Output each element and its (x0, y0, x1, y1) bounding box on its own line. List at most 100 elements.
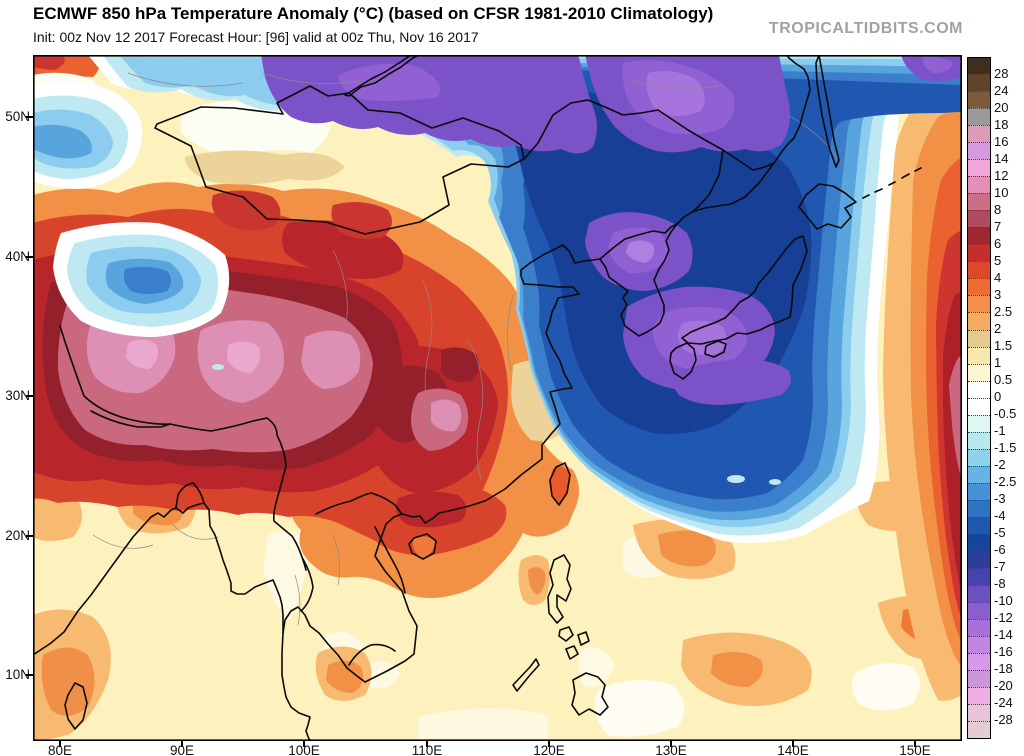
province-borders (92, 72, 844, 626)
mindanao-coast (571, 672, 609, 716)
lon-axis-label: 80E (47, 743, 73, 756)
colorbar-segment (968, 465, 990, 483)
lon-axis-tick (426, 741, 428, 747)
colorbar-tick-label: -2.5 (994, 474, 1017, 489)
visayas-coast (558, 626, 590, 660)
lon-axis-label: 150E (899, 743, 931, 756)
colorbar-segment (968, 636, 990, 654)
colorbar-segment (968, 227, 990, 245)
colorbar-segment (968, 91, 990, 109)
colorbar-segment (968, 704, 990, 722)
anomaly-map-canvas (33, 55, 962, 741)
colorbar-segment (968, 516, 990, 534)
korea-china-border (599, 223, 678, 260)
colorbar-segment (968, 619, 990, 637)
colorbar-tick-label: 16 (994, 134, 1009, 149)
lat-axis-label: 10N (5, 667, 30, 682)
lat-axis-label: 20N (5, 527, 30, 543)
page-title: ECMWF 850 hPa Temperature Anomaly (°C) (… (33, 4, 714, 23)
china-vietnam-border (315, 492, 403, 515)
colorbar-tick-label: 6 (994, 236, 1002, 251)
colorbar-tick-label: -24 (994, 695, 1013, 710)
colorbar-tick-label: 0.5 (994, 372, 1013, 387)
sakhalin-coast (815, 55, 840, 168)
colorbar-segment (968, 176, 990, 194)
colorbar-tick-label: -1.5 (994, 440, 1017, 455)
colorbar-tick-label: -1 (994, 423, 1006, 438)
colorbar-segment (968, 261, 990, 279)
lon-axis-tick (914, 741, 916, 747)
colorbar-segment (968, 108, 990, 126)
colorbar-tick-label: 14 (994, 151, 1009, 166)
nepal-border (90, 410, 171, 428)
colorbar-segment (968, 670, 990, 688)
colorbar-tick-label: 2.5 (994, 304, 1013, 319)
colorbar-segment (968, 346, 990, 364)
colorbar-tick-label: -2 (994, 457, 1006, 472)
lat-axis-tick (26, 395, 33, 397)
country-borders (59, 85, 775, 666)
colorbar-tick-label: -12 (994, 610, 1013, 625)
lat-axis-label: 30N (5, 388, 30, 403)
colorbar (967, 57, 991, 739)
lon-axis-label: 130E (655, 743, 687, 756)
kyushu-coast (669, 342, 697, 380)
colorbar-tick-label: 2 (994, 321, 1002, 336)
colorbar-segment (968, 687, 990, 705)
lon-axis-tick (670, 741, 672, 747)
mainland-asia-coast (364, 55, 811, 683)
colorbar-tick-label: 1.5 (994, 338, 1013, 353)
colorbar-tick-label: 20 (994, 100, 1009, 115)
coastlines (33, 55, 922, 741)
colorbar-tick-label: -18 (994, 661, 1013, 676)
lon-axis-label: 90E (169, 743, 195, 756)
lat-axis-label: 40N (5, 248, 30, 264)
colorbar-segment (968, 448, 990, 466)
gulf-of-thailand-coast (282, 606, 366, 683)
palawan-coast (512, 658, 540, 692)
colorbar-tick-label: -7 (994, 559, 1006, 574)
laos-vietnam-border (374, 526, 406, 594)
colorbar-labels: 28 24 20 18 16 14 12 10 8 7 6 5 4 3 2.5 2 1.5 1 0.5 0 -0.5 -1… (994, 0, 1024, 756)
colorbar-segment (968, 193, 990, 211)
lon-axis-tick (792, 741, 794, 747)
colorbar-tick-label: 0 (994, 389, 1002, 404)
sri-lanka-coast (64, 682, 88, 730)
colorbar-segment (968, 602, 990, 620)
kuril-islands (862, 167, 922, 199)
india-bengal-coast (33, 502, 312, 741)
colorbar-segment (968, 482, 990, 500)
colorbar-tick-label: -14 (994, 627, 1013, 642)
honshu-coast (681, 235, 808, 345)
cambodia-border (348, 643, 396, 666)
colorbar-tick-label: -8 (994, 576, 1006, 591)
lat-axis-tick (26, 534, 33, 537)
shikoku-coast (704, 340, 727, 358)
colorbar-tick-label: 18 (994, 117, 1009, 132)
colorbar-segment (968, 159, 990, 177)
lon-axis-tick (548, 741, 550, 747)
colorbar-tick-label: 4 (994, 270, 1002, 285)
colorbar-tick-label: 3 (994, 287, 1002, 302)
anomaly-map (33, 55, 962, 741)
hainan-coast (408, 533, 437, 560)
cold-anomaly-field (33, 55, 962, 543)
colorbar-segment (968, 142, 990, 160)
colorbar-segment (968, 550, 990, 568)
colorbar-tick-label: 10 (994, 185, 1009, 200)
colorbar-segment (968, 584, 990, 602)
colorbar-segment (968, 363, 990, 381)
colorbar-tick-label: -0.5 (994, 406, 1017, 421)
colorbar-tick-label: 24 (994, 83, 1009, 98)
init-forecast-line: Init: 00z Nov 12 2017 Forecast Hour: [96… (33, 29, 479, 45)
colorbar-segment (968, 329, 990, 347)
colorbar-segment (968, 74, 990, 92)
colorbar-segment (968, 380, 990, 398)
himalaya-borders (59, 325, 307, 571)
lon-axis-label: 120E (533, 743, 565, 756)
thailand-myanmar-border (300, 558, 314, 612)
colorbar-tick-label: -16 (994, 644, 1013, 659)
colorbar-tick-label: -5 (994, 525, 1006, 540)
colorbar-segment (968, 210, 990, 228)
